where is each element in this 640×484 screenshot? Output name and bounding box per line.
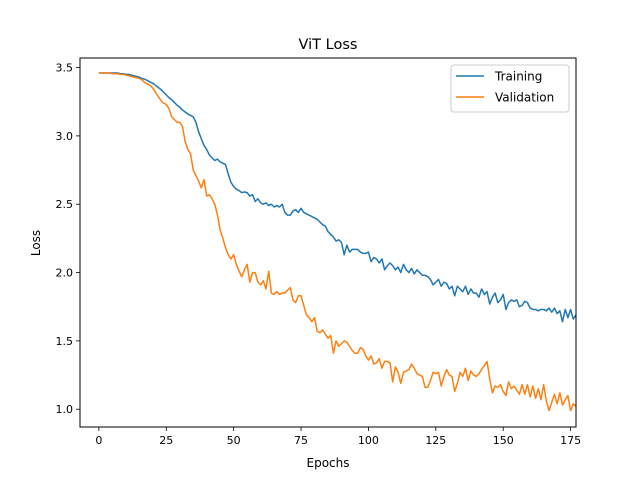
y-tick-label: 2.5 <box>56 198 74 211</box>
x-tick-label: 100 <box>358 434 379 447</box>
chart-title: ViT Loss <box>299 37 358 53</box>
y-tick-label: 1.0 <box>56 403 74 416</box>
x-tick-label: 175 <box>560 434 581 447</box>
y-axis-ticks: 1.0 1.5 2.0 2.5 3.0 3.5 <box>56 62 80 416</box>
plot-area <box>79 57 577 428</box>
x-tick-label: 75 <box>294 434 308 447</box>
y-tick-label: 3.0 <box>56 130 74 143</box>
x-axis-label: Epochs <box>307 456 350 470</box>
y-tick-label: 2.0 <box>56 267 74 280</box>
x-tick-label: 0 <box>95 434 102 447</box>
plot-frame <box>79 57 577 428</box>
x-axis-ticks: 0 25 50 75 100 125 150 175 <box>95 427 581 447</box>
y-axis-label: Loss <box>29 230 43 256</box>
y-tick-label: 1.5 <box>56 335 74 348</box>
series-line-validation <box>98 72 576 412</box>
x-tick-label: 150 <box>493 434 514 447</box>
series-line-training <box>98 72 576 323</box>
x-tick-label: 25 <box>159 434 173 447</box>
legend-label-validation: Validation <box>495 91 554 105</box>
series-layer <box>98 72 576 412</box>
legend-label-training: Training <box>494 70 542 84</box>
legend: Training Validation <box>450 64 570 113</box>
x-tick-label: 125 <box>425 434 446 447</box>
y-tick-label: 3.5 <box>56 62 74 75</box>
x-tick-label: 50 <box>227 434 241 447</box>
